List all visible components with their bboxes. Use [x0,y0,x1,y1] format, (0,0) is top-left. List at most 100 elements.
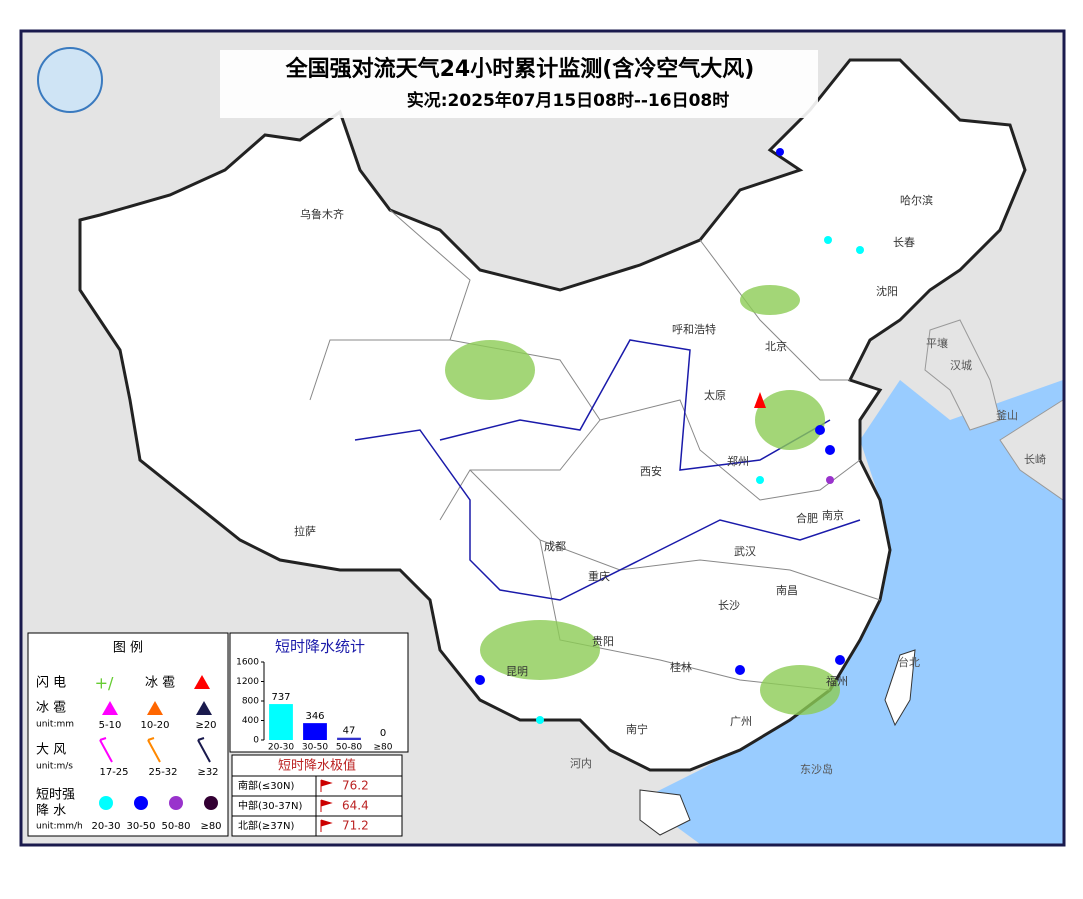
lightning-symbol: +/ [95,674,114,693]
legend-range: 10-20 [140,720,169,731]
x-tick-label: 20-30 [268,743,294,753]
legend-label: 冰 雹 [36,701,66,716]
city-label: 拉萨 [294,524,316,538]
legend-unit: unit:mm [36,720,74,730]
flag [320,799,333,812]
rain-symbol [204,796,218,810]
hail-symbol [102,701,118,715]
city-label: 重庆 [588,569,610,583]
title: 全国强对流天气24小时累计监测(含冷空气大风) [285,56,755,82]
city-labels: 乌鲁木齐 哈尔滨 长春 沈阳 呼和浩特 北京 太原 郑州 西安 南京 合肥 武汉… [294,193,1046,776]
lightning-area [480,620,600,680]
foreign-label: 长崎 [1024,452,1046,466]
city-label: 沈阳 [876,284,898,298]
stats-title: 短时降水统计 [275,638,365,656]
rain-dot [735,665,745,675]
river [439,339,831,471]
value-label: 0 [380,728,386,739]
y-tick-label: 800 [242,697,259,707]
lightning-cluster [445,285,840,715]
y-tick-label: 1600 [236,658,259,668]
border [599,399,861,501]
extreme-value: 71.2 [342,819,369,833]
rain-dot [824,236,832,244]
lightning-area [760,665,840,715]
rain-symbol [134,796,148,810]
logo [37,47,103,113]
legend-title: 图 例 [113,641,143,656]
city-label: 长沙 [718,599,740,612]
hail-symbol [196,701,212,715]
rain-dot [475,675,485,685]
lightning-area [740,285,800,315]
foreign-label: 河内 [570,756,592,770]
hail-symbol [194,675,210,689]
legend-range: 20-30 [91,821,120,832]
region-label: 南部(≤30N) [238,779,294,792]
legend-label: 冰 雹 [145,676,175,691]
rain-dot [815,425,825,435]
legend-range: 17-25 [99,767,128,778]
frame [19,29,1066,847]
sea [640,380,1063,844]
city-label: 哈尔滨 [900,193,933,207]
legend-unit: unit:m/s [36,762,73,772]
city-label: 南昌 [776,584,798,597]
subtitle: 实况:2025年07月15日08时--16日08时 [407,90,730,111]
border [439,339,601,521]
rain-dot [826,476,834,484]
y-tick-label: 1200 [236,677,259,687]
river [354,429,861,601]
korea [924,319,1001,431]
legend-label: 大 风 [36,743,66,758]
extremes-title: 短时降水极值 [278,758,356,774]
city-label: 西安 [640,464,662,478]
rain-dot [536,716,544,724]
x-tick-label: 50-80 [336,743,362,753]
stats-chart: 0 400 800 1200 1600 20-30 737 30-50 346 50-80 47 ≥8… [236,658,393,753]
lightning-area [755,390,825,450]
title-box [220,50,818,118]
rain-symbol [169,796,183,810]
wind-symbol [147,737,161,763]
foreign-label: 东沙岛 [800,762,833,776]
value-label: 47 [343,726,356,737]
city-label: 贵阳 [592,635,614,648]
border [699,239,850,381]
city-label: 南宁 [626,722,648,736]
city-label: 武汉 [734,545,756,558]
city-label: 桂林 [670,660,692,674]
city-label: 昆明 [506,665,528,678]
bar [303,723,327,740]
legend-range: 5-10 [99,720,122,731]
y-tick-label: 400 [242,716,259,726]
city-label: 呼和浩特 [672,322,716,336]
value-label: 346 [305,711,324,722]
legend-range: ≥32 [197,767,218,778]
flag [320,819,333,832]
legend-range: 30-50 [126,821,155,832]
city-label: 福州 [826,674,848,688]
bar [337,737,361,740]
legend-label: 闪 电 [36,676,66,691]
legend-range: 25-32 [148,767,177,778]
foreign-label: 汉城 [950,359,972,372]
legend-label: 短时强 [36,788,75,803]
wind-symbol [197,737,211,763]
rain-dot [856,246,864,254]
city-label: 北京 [765,339,787,353]
taiwan [884,649,916,727]
city-label: 郑州 [727,454,749,468]
city-label: 成都 [544,540,566,553]
x-tick-label: ≥80 [374,743,393,753]
legend-range: 50-80 [161,821,190,832]
extreme-value: 64.4 [342,799,369,813]
lightning-area [445,340,535,400]
flag [320,779,333,792]
city-label: 太原 [704,389,726,402]
city-label: 广州 [730,715,752,728]
foreign-label: 台北 [898,655,920,669]
legend-unit: unit:mm/h [36,822,83,832]
